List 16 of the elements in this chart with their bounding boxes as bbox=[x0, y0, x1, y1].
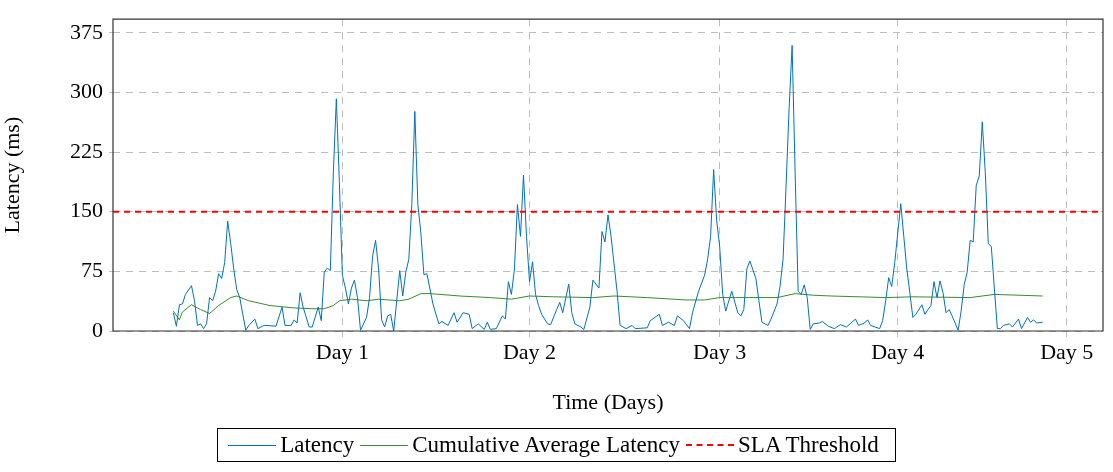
y-tick-label: 300 bbox=[70, 78, 103, 104]
x-tick-label: Day 4 bbox=[871, 338, 925, 364]
y-tick-label: 0 bbox=[92, 316, 103, 342]
x-tick-label: Day 2 bbox=[502, 338, 557, 364]
x-tick-label: Day 5 bbox=[1040, 338, 1094, 364]
y-tick-label: 375 bbox=[70, 18, 103, 44]
y-tick-label: 75 bbox=[81, 257, 103, 283]
y-axis-title: Latency (ms) bbox=[0, 116, 24, 234]
legend-label: Latency bbox=[280, 432, 355, 458]
x-tick-label: Day 1 bbox=[315, 338, 369, 364]
y-tick-label: 225 bbox=[70, 137, 103, 163]
y-tick-label: 150 bbox=[70, 197, 103, 223]
x-axis-title: Time (Days) bbox=[552, 388, 664, 414]
legend-label: SLA Threshold bbox=[738, 432, 879, 458]
legend-label: Cumulative Average Latency bbox=[412, 432, 681, 458]
x-tick-label: Day 3 bbox=[693, 338, 747, 364]
